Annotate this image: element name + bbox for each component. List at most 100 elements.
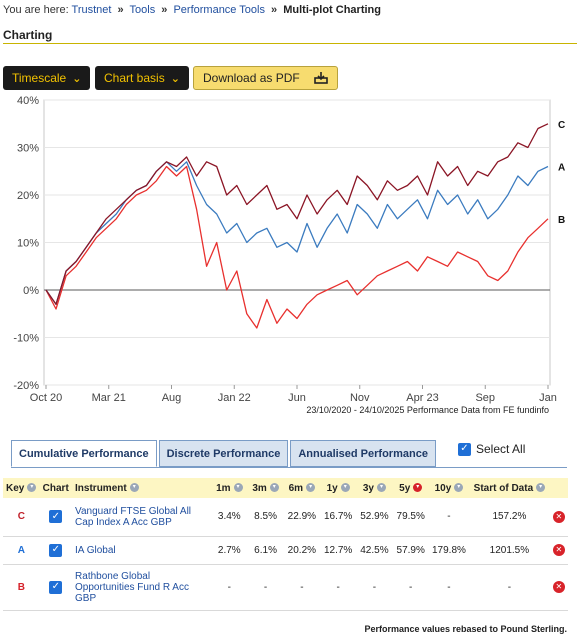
column-header-6m[interactable]: 6m ▾ [283, 478, 320, 498]
timescale-label: Timescale [12, 71, 67, 85]
breadcrumb-current: Multi-plot Charting [283, 4, 381, 16]
chart-checkbox[interactable]: ✓ [49, 580, 63, 594]
sort-icon[interactable]: ▾ [269, 483, 279, 493]
remove-icon[interactable]: ✕ [552, 510, 565, 523]
column-header-key[interactable]: Key ▾ [3, 478, 40, 498]
y-tick-label: 10% [17, 238, 39, 250]
chart-basis-label: Chart basis [104, 71, 165, 85]
row-value-3y: 42.5% [356, 536, 393, 565]
row-value-1m: 2.7% [211, 536, 248, 565]
x-tick-label: Jan [539, 392, 557, 404]
row-remove[interactable]: ✕ [549, 498, 568, 537]
performance-tabs: Cumulative Performance Discrete Performa… [11, 440, 438, 468]
row-chart-toggle[interactable]: ✓ [39, 498, 73, 537]
chart-checkbox[interactable]: ✓ [49, 543, 63, 557]
row-value-3y: 52.9% [356, 498, 393, 537]
row-remove[interactable]: ✕ [549, 564, 568, 611]
row-value-1m: - [211, 564, 248, 611]
row-key: C [3, 498, 40, 537]
row-value-5y: - [392, 564, 429, 611]
tab-discrete-performance[interactable]: Discrete Performance [158, 440, 289, 467]
sort-icon[interactable]: ▾ [306, 483, 316, 493]
row-value-6m: 22.9% [283, 498, 320, 537]
breadcrumb-separator: » [271, 4, 278, 16]
row-value-3m: - [247, 564, 284, 611]
table-row: C ✓ Vanguard FTSE Global All Cap Index A… [3, 498, 568, 537]
y-tick-label: 20% [17, 190, 39, 202]
row-chart-toggle[interactable]: ✓ [39, 564, 73, 611]
row-instrument: Vanguard FTSE Global All Cap Index A Acc… [72, 498, 212, 537]
row-value-1y: 16.7% [320, 498, 357, 537]
y-tick-label: -10% [13, 333, 39, 345]
y-tick-label: 40% [17, 95, 39, 107]
chart-basis-dropdown[interactable]: Chart basis ⌄ [95, 66, 189, 90]
y-tick-label: -20% [13, 380, 39, 392]
column-header-remove [549, 478, 568, 498]
x-tick-label: Aug [162, 392, 182, 404]
sort-icon[interactable]: ▾ [536, 483, 546, 493]
breadcrumb-link-trustnet[interactable]: Trustnet [71, 4, 112, 16]
chart-checkbox[interactable]: ✓ [49, 510, 63, 524]
row-value-1m: 3.4% [211, 498, 248, 537]
row-value-start-of-data: 157.2% [469, 498, 550, 537]
column-header-1y[interactable]: 1y ▾ [320, 478, 357, 498]
breadcrumb-prefix: You are here: [3, 4, 69, 16]
tab-cumulative-performance[interactable]: Cumulative Performance [11, 440, 157, 467]
table-row: B ✓ Rathbone Global Opportunities Fund R… [3, 564, 568, 611]
row-value-3m: 6.1% [247, 536, 284, 565]
sort-icon[interactable]: ▾ [27, 483, 37, 493]
sort-icon[interactable]: ▾ [129, 483, 139, 493]
row-value-1y: - [320, 564, 357, 611]
column-header-1m[interactable]: 1m ▾ [211, 478, 248, 498]
column-header-chart: Chart [39, 478, 73, 498]
remove-icon[interactable]: ✕ [552, 581, 565, 593]
sort-icon-active[interactable]: ▾ [413, 483, 423, 493]
breadcrumb-link-performance-tools[interactable]: Performance Tools [173, 4, 265, 16]
instrument-link[interactable]: IA Global [75, 544, 116, 556]
row-value-1y: 12.7% [320, 536, 357, 565]
table-row: A ✓ IA Global 2.7% 6.1% 20.2% 12.7% 42.5… [3, 536, 568, 565]
x-tick-label: Oct 20 [30, 392, 62, 404]
row-value-10y: - [428, 564, 470, 611]
row-chart-toggle[interactable]: ✓ [39, 536, 73, 565]
tabs-divider [11, 467, 567, 468]
sort-icon[interactable]: ▾ [233, 483, 243, 493]
instrument-link[interactable]: Vanguard FTSE Global All Cap Index A Acc… [75, 505, 192, 528]
column-header-5y[interactable]: 5y ▾ [392, 478, 429, 498]
row-value-start-of-data: 1201.5% [469, 536, 550, 565]
tab-annualised-performance[interactable]: Annualised Performance [290, 440, 436, 467]
series-end-label: A [558, 163, 565, 174]
performance-chart-svg: 40% 30% 20% 10% 0% -10% -20%Oct 20 Mar 21 Aug Jan… [13, 95, 565, 415]
column-header-3m[interactable]: 3m ▾ [247, 478, 284, 498]
remove-icon[interactable]: ✕ [552, 544, 565, 556]
y-tick-label: 0% [23, 285, 39, 297]
x-tick-label: Jan 22 [218, 392, 251, 404]
row-value-6m: 20.2% [283, 536, 320, 565]
series-line-b [45, 165, 549, 329]
breadcrumb: You are here: Trustnet » Tools » Perform… [3, 4, 381, 16]
row-value-start-of-data: - [469, 564, 550, 611]
performance-chart: 40% 30% 20% 10% 0% -10% -20% Oct 20 Mar 21 Aug Jan… [0, 92, 577, 422]
column-header-3y[interactable]: 3y ▾ [356, 478, 393, 498]
sort-icon[interactable]: ▾ [376, 483, 386, 493]
select-all-control[interactable]: ✓ Select All [458, 442, 525, 456]
row-value-5y: 57.9% [392, 536, 429, 565]
column-header-instrument[interactable]: Instrument ▾ [72, 478, 212, 498]
row-value-5y: 79.5% [392, 498, 429, 537]
sort-icon[interactable]: ▾ [340, 483, 350, 493]
row-remove[interactable]: ✕ [549, 536, 568, 565]
timescale-dropdown[interactable]: Timescale ⌄ [3, 66, 91, 90]
select-all-checkbox[interactable]: ✓ [458, 442, 471, 456]
sort-icon[interactable]: ▾ [454, 483, 464, 493]
table-header-row: Key ▾ Chart Instrument ▾ 1m ▾ 3m ▾ 6m ▾ 1y ▾ 3… [3, 478, 568, 498]
row-key: A [3, 536, 40, 565]
instrument-link[interactable]: Rathbone Global Opportunities Fund R Acc… [75, 570, 189, 604]
chevron-down-icon: ⌄ [72, 72, 82, 85]
page-title: Charting [3, 28, 53, 42]
title-divider [3, 43, 577, 44]
download-pdf-button[interactable]: Download as PDF [193, 66, 338, 90]
column-header-start-of-data[interactable]: Start of Data ▾ [469, 478, 550, 498]
breadcrumb-link-tools[interactable]: Tools [129, 4, 156, 16]
x-tick-label: Nov [350, 392, 370, 404]
column-header-10y[interactable]: 10y ▾ [428, 478, 470, 498]
